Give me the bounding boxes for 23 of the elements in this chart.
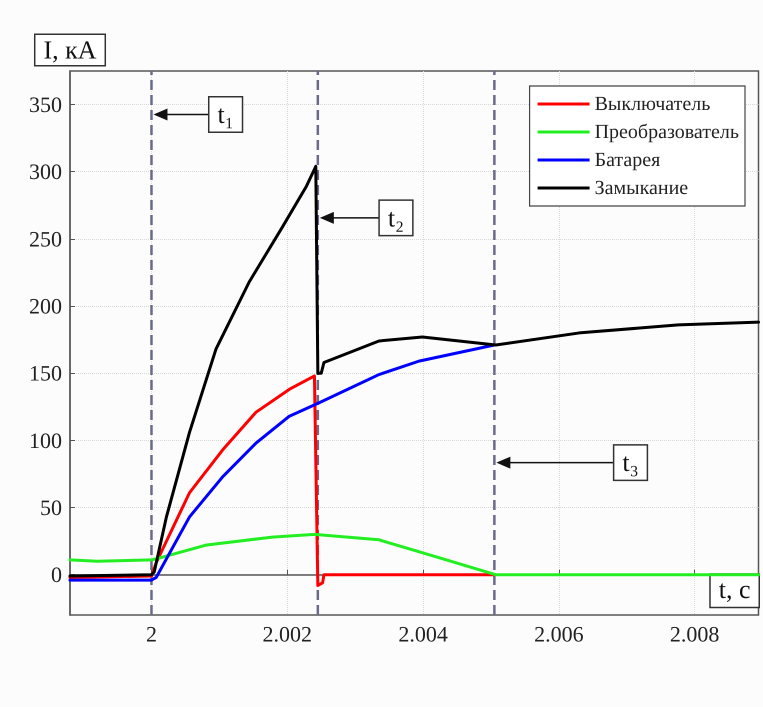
- y-tick-label: 50: [40, 495, 62, 520]
- line-series: [68, 532, 760, 576]
- x-axis-title: t, с: [718, 575, 750, 604]
- x-tick-label: 2.004: [398, 622, 448, 646]
- x-tick-label: 2.006: [534, 622, 584, 646]
- y-tick-label: 150: [29, 360, 62, 386]
- y-tick-label: 200: [29, 294, 62, 319]
- x-tick-label: 2.008: [670, 622, 720, 646]
- ref-line-label: t₁: [217, 100, 234, 130]
- x-tick-label: 2: [146, 622, 157, 646]
- y-tick-label: 100: [29, 428, 62, 453]
- y-axis-title: I, кА: [43, 36, 97, 64]
- ref-line-label: t₃: [622, 448, 639, 478]
- legend-label: Выключатель: [594, 93, 710, 115]
- y-tick-label: 300: [29, 159, 62, 184]
- y-tick-label: 0: [51, 562, 62, 588]
- legend-label: Преобразователь: [594, 121, 740, 143]
- legend-label: Замыкание: [594, 177, 688, 199]
- legend-label: Батарея: [594, 149, 660, 171]
- y-tick-label: 250: [29, 226, 62, 252]
- ref-line-label: t₂: [388, 203, 404, 232]
- x-tick-label: 2.002: [262, 622, 312, 646]
- y-tick-label: 350: [29, 92, 62, 118]
